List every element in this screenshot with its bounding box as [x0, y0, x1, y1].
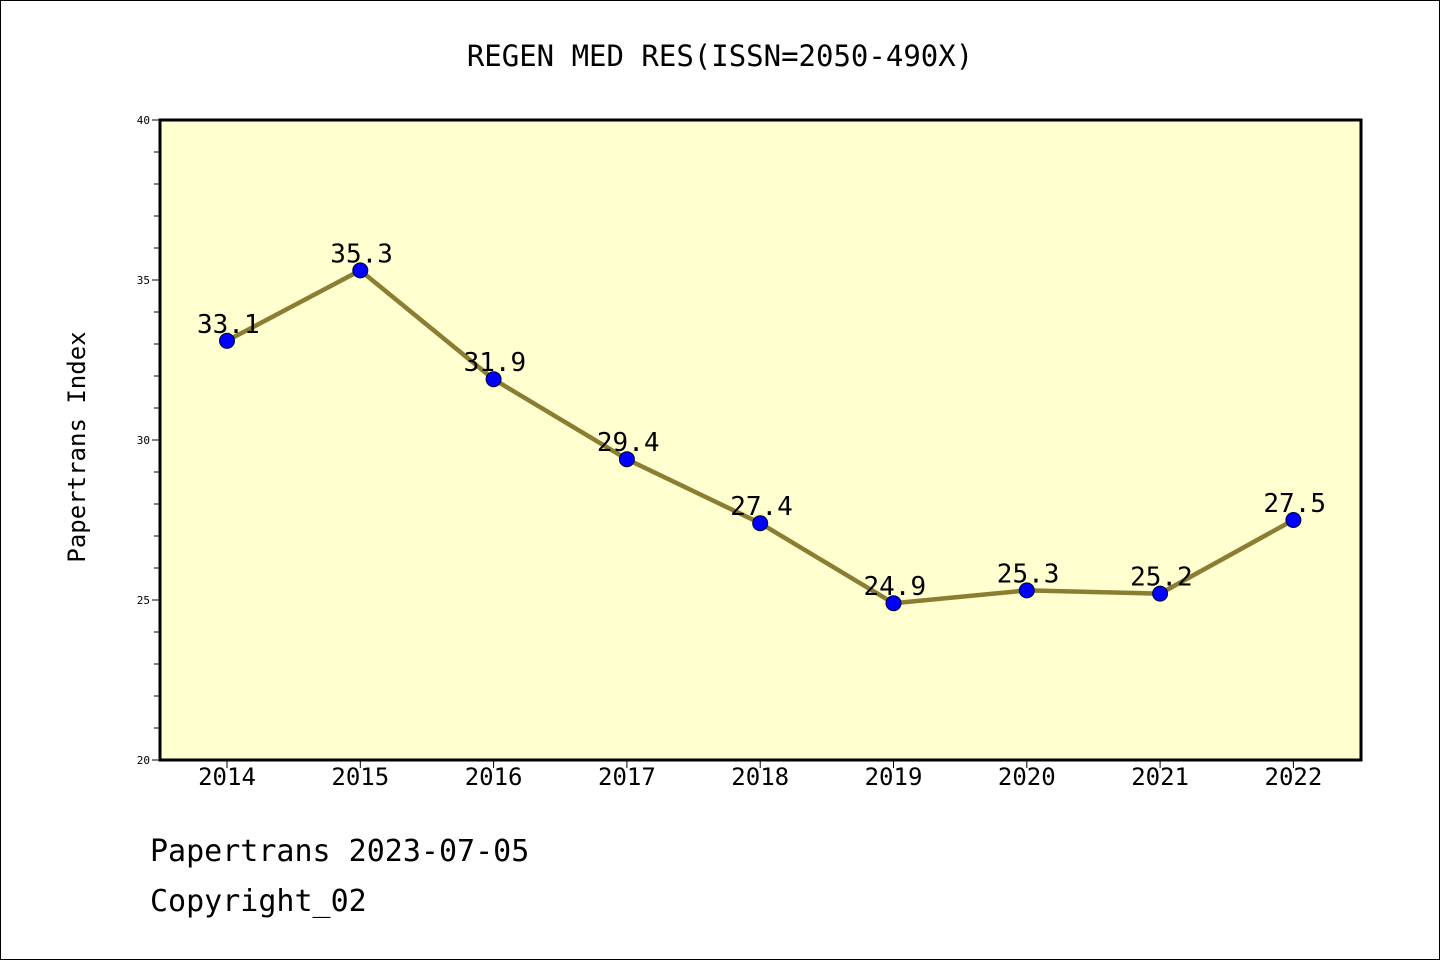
footer-copyright-text: Copyright_02 — [150, 884, 367, 919]
y-axis: 20 25 30 35 40 — [137, 114, 160, 767]
data-point — [752, 515, 769, 532]
footer-date-text: Papertrans 2023-07-05 — [150, 834, 530, 869]
chart-title: REGEN MED RES(ISSN=2050-490X) — [467, 39, 973, 73]
x-axis: 2014 2015 2016 2017 2018 2019 2020 2021 2022 — [198, 760, 1322, 791]
y-tick-label: 35 — [137, 274, 150, 287]
plot-area — [158, 118, 1363, 762]
series-layer: 33.135.331.929.427.424.9 25.3 25.227.5 — [197, 239, 1326, 612]
data-point — [219, 332, 235, 349]
y-tick-label: 30 — [137, 434, 150, 447]
x-tick-label: 2020 — [998, 763, 1056, 791]
x-tick-label: 2019 — [865, 763, 923, 791]
x-tick-label: 2015 — [331, 763, 389, 791]
x-tick-label: 2014 — [198, 763, 256, 791]
x-tick-label: 2021 — [1131, 763, 1189, 791]
x-tick-label: 2017 — [598, 763, 656, 791]
y-tick-label: 25 — [137, 594, 150, 607]
data-point — [352, 262, 369, 279]
data-point — [885, 595, 902, 612]
data-point — [485, 371, 502, 388]
data-point — [1018, 582, 1035, 599]
x-tick-label: 2016 — [465, 763, 523, 791]
x-tick-label: 2022 — [1265, 763, 1323, 791]
y-tick-label: 20 — [137, 754, 150, 767]
data-point — [1152, 585, 1169, 602]
data-point — [1285, 512, 1302, 528]
y-tick-label: 40 — [137, 114, 150, 127]
y-axis-label: Papertrans Index — [63, 331, 91, 562]
data-point — [618, 451, 635, 468]
x-tick-label: 2018 — [731, 763, 789, 791]
